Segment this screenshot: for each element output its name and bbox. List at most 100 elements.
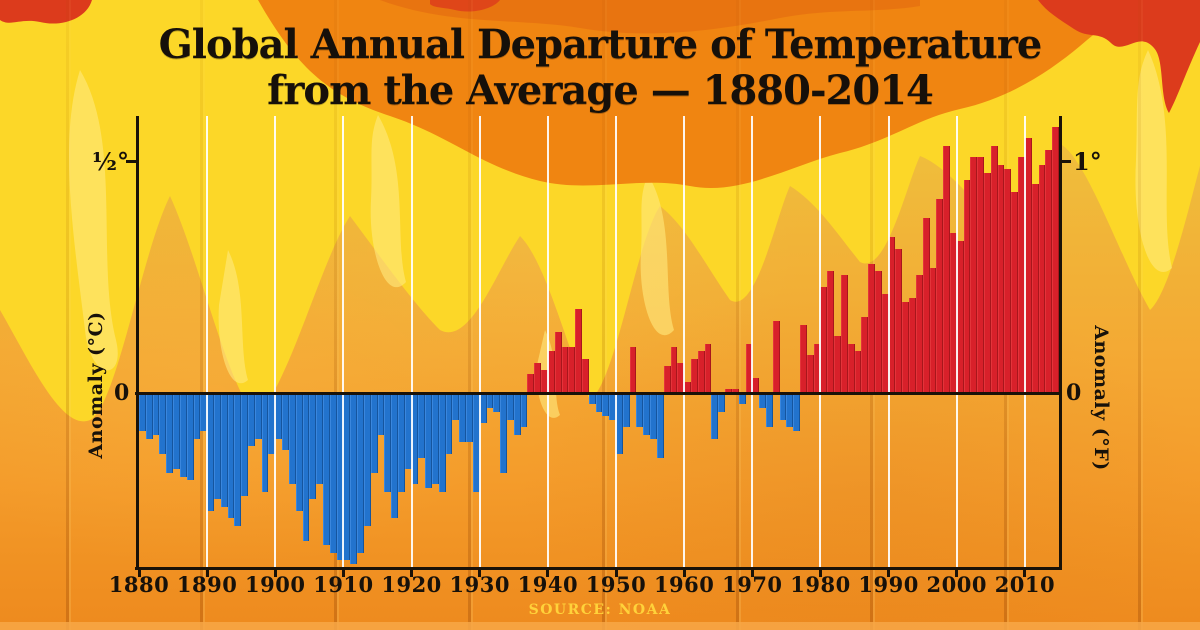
- bar-1895: [241, 392, 249, 496]
- bar-1994: [915, 275, 923, 394]
- bar-2013: [1045, 149, 1053, 394]
- bar-1905: [309, 392, 317, 500]
- bar-1975: [786, 392, 794, 428]
- x-tick-label-1930: 1930: [449, 572, 510, 597]
- x-tick-1910: [341, 568, 345, 577]
- plank-seam: [468, 0, 471, 630]
- gridline-1950: [615, 116, 618, 568]
- chart-title-line1: Global Annual Departure of Temperature: [158, 21, 1043, 68]
- bar-1904: [302, 392, 310, 542]
- bar-2010: [1024, 138, 1032, 394]
- gridline-1940: [546, 116, 549, 568]
- bar-1935: [513, 392, 521, 435]
- bar-1891: [213, 392, 221, 500]
- x-tick-1900: [273, 568, 277, 577]
- x-tick-label-1920: 1920: [381, 572, 442, 597]
- gridline-1920: [410, 116, 413, 568]
- bar-2014: [1052, 127, 1059, 394]
- bar-1965: [718, 392, 726, 412]
- gridline-1890: [206, 116, 209, 568]
- left-half-degree-tick: [126, 160, 136, 163]
- gridline-1990: [887, 116, 890, 568]
- gridline-2010: [1023, 116, 1026, 568]
- bar-1906: [316, 392, 323, 485]
- bar-1902: [288, 392, 296, 485]
- bar-1968: [738, 392, 746, 405]
- bar-1980: [820, 286, 828, 394]
- bar-1963: [704, 343, 712, 394]
- bar-1901: [282, 392, 289, 450]
- right-y-axis: [1058, 116, 1062, 568]
- x-tick-1990: [887, 568, 891, 577]
- bar-1946: [588, 392, 596, 405]
- bar-1952: [629, 347, 637, 394]
- bar-1972: [765, 392, 773, 428]
- flame-orange-patch: [258, 0, 1136, 189]
- bar-1897: [254, 392, 262, 439]
- plank-seam-highlight: [1141, 0, 1143, 630]
- x-tick-label-1990: 1990: [858, 572, 919, 597]
- bar-2006: [997, 165, 1005, 394]
- zero-baseline: [135, 391, 1062, 395]
- source-credit: SOURCE: NOAA: [528, 602, 672, 618]
- bar-1912: [357, 392, 364, 553]
- bar-1894: [234, 392, 242, 526]
- bar-1928: [466, 392, 473, 443]
- x-tick-1950: [614, 568, 618, 577]
- x-tick-label-1900: 1900: [245, 572, 306, 597]
- bar-1886: [179, 392, 187, 477]
- flame-red-drips: [0, 0, 1200, 113]
- bar-2008: [1011, 191, 1019, 394]
- bar-1932: [493, 392, 501, 412]
- bar-1913: [363, 392, 371, 526]
- bar-1893: [227, 392, 235, 519]
- bar-1884: [166, 392, 174, 473]
- bar-2011: [1031, 184, 1039, 394]
- bar-1907: [323, 392, 330, 545]
- bar-1948: [602, 392, 610, 416]
- bar-1900: [275, 392, 283, 439]
- plank-seam: [736, 0, 739, 630]
- gridline-1910: [342, 116, 345, 568]
- bar-1990: [888, 237, 896, 394]
- bar-1908: [329, 392, 337, 553]
- bar-1971: [759, 392, 766, 409]
- plank-seam: [602, 0, 605, 630]
- plank-seam-highlight: [739, 0, 741, 630]
- bar-1937: [527, 374, 535, 394]
- x-tick-label-1880: 1880: [108, 572, 170, 597]
- x-tick-label-1970: 1970: [722, 572, 783, 597]
- left-axis-title: Anomaly (°C): [85, 311, 107, 459]
- right-one-degree-tick: [1061, 160, 1071, 163]
- bar-1974: [779, 392, 787, 420]
- plank-seam: [200, 0, 203, 630]
- bar-1956: [656, 392, 664, 458]
- chart-title-line2: from the Average — 1880-2014: [267, 67, 934, 114]
- bar-1977: [800, 324, 807, 394]
- gridline-1980: [819, 116, 822, 568]
- x-tick-1980: [818, 568, 822, 577]
- plank-seam-highlight: [203, 0, 205, 630]
- bar-1918: [397, 392, 405, 492]
- bar-1941: [554, 332, 562, 394]
- x-tick-1880: [137, 568, 141, 577]
- plank-seam: [334, 0, 337, 630]
- bar-1958: [670, 347, 678, 394]
- bottom-plank-strip: [0, 622, 1200, 630]
- bar-1978: [806, 355, 814, 394]
- gridline-1970: [751, 116, 754, 568]
- bar-1940: [547, 351, 555, 394]
- plank-seam: [1138, 0, 1141, 630]
- bar-1927: [459, 392, 467, 443]
- x-tick-label-2010: 2010: [994, 572, 1056, 597]
- x-tick-1960: [682, 568, 686, 577]
- bar-1892: [220, 392, 228, 507]
- x-tick-1890: [205, 568, 209, 577]
- bar-1882: [152, 392, 160, 435]
- bar-1988: [875, 271, 882, 394]
- bar-1997: [936, 199, 944, 394]
- bar-2000: [956, 241, 964, 394]
- bar-1898: [261, 392, 269, 492]
- x-tick-2010: [1023, 568, 1027, 577]
- bar-1933: [500, 392, 507, 473]
